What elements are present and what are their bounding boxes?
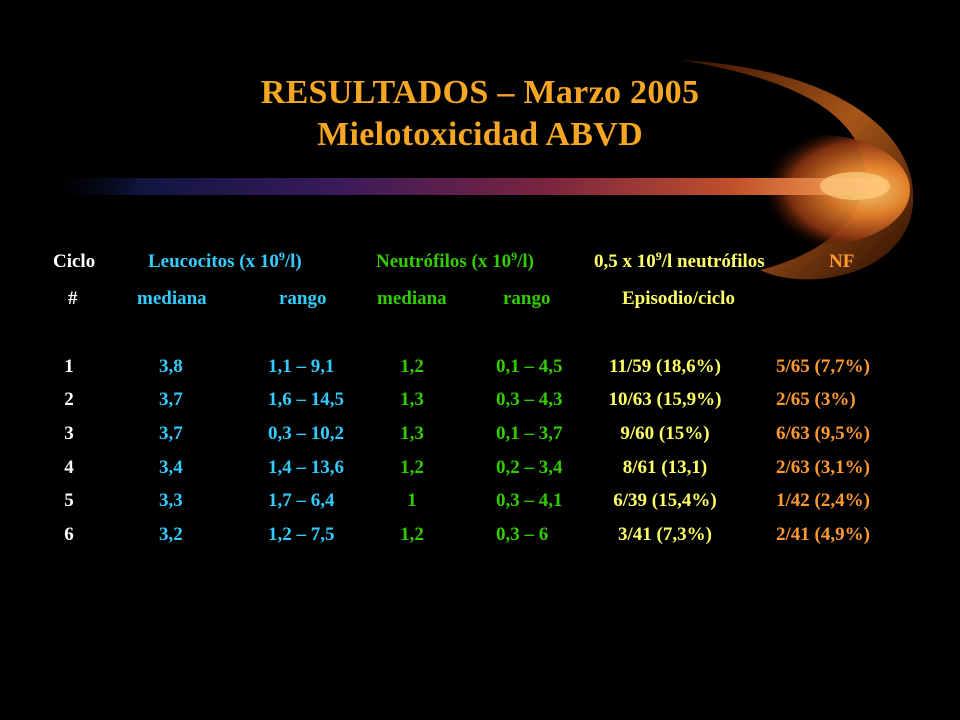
cell-ciclo: 5 xyxy=(64,490,74,511)
cell-neutro-rango: 0,3 – 4,3 xyxy=(496,389,563,410)
cell-episodio: 11/59 (18,6%) xyxy=(609,356,721,377)
cell-neutro-mediana: 1,2 xyxy=(400,524,424,545)
slide-title: RESULTADOS – Marzo 2005 xyxy=(260,74,700,111)
cell-ciclo: 2 xyxy=(64,389,74,410)
cell-neutro-mediana: 1 xyxy=(407,490,417,511)
header-neutrofilos: Neutrófilos (x 109/l) xyxy=(376,249,534,272)
cell-nf: 2/63 (3,1%) xyxy=(776,457,870,478)
cell-episodio: 3/41 (7,3%) xyxy=(618,524,712,545)
header-neutropenia: 0,5 x 109/l neutrófilos xyxy=(594,249,765,272)
cell-neutro-rango: 0,2 – 3,4 xyxy=(496,457,563,478)
cell-episodio: 8/61 (13,1) xyxy=(622,457,708,478)
cell-leuco-mediana: 3,7 xyxy=(159,423,183,444)
cell-neutro-rango: 0,1 – 3,7 xyxy=(496,423,563,444)
subheader-neutro-mediana: mediana xyxy=(377,288,447,309)
cell-leuco-rango: 1,7 – 6,4 xyxy=(268,490,335,511)
subheader-leuco-rango: rango xyxy=(279,288,327,309)
cell-leuco-rango: 1,6 – 14,5 xyxy=(268,389,344,410)
cell-ciclo: 4 xyxy=(64,457,74,478)
cell-episodio: 6/39 (15,4%) xyxy=(613,490,717,511)
cell-neutro-mediana: 1,3 xyxy=(400,423,424,444)
cell-leuco-mediana: 3,4 xyxy=(159,457,183,478)
cell-neutro-mediana: 1,2 xyxy=(400,457,424,478)
cell-nf: 1/42 (2,4%) xyxy=(776,490,870,511)
cell-neutro-rango: 0,3 – 4,1 xyxy=(496,490,563,511)
subheader-leuco-mediana: mediana xyxy=(137,288,207,309)
cell-neutro-rango: 0,3 – 6 xyxy=(496,524,549,545)
subheader-num: # xyxy=(68,288,78,309)
cell-leuco-rango: 0,3 – 10,2 xyxy=(268,423,344,444)
subheader-episodio: Episodio/ciclo xyxy=(622,288,735,309)
cell-nf: 5/65 (7,7%) xyxy=(776,356,870,377)
cell-nf: 6/63 (9,5%) xyxy=(776,423,870,444)
slide-subtitle: Mielotoxicidad ABVD xyxy=(317,116,643,153)
cell-ciclo: 1 xyxy=(64,356,74,377)
header-ciclo: Ciclo xyxy=(53,251,96,272)
cell-leuco-mediana: 3,8 xyxy=(159,356,183,377)
cell-episodio: 10/63 (15,9%) xyxy=(608,389,722,410)
cell-ciclo: 3 xyxy=(64,423,74,444)
cell-leuco-rango: 1,4 – 13,6 xyxy=(268,457,344,478)
cell-neutro-rango: 0,1 – 4,5 xyxy=(496,356,563,377)
cell-leuco-rango: 1,2 – 7,5 xyxy=(268,524,335,545)
header-nf: NF xyxy=(829,251,855,272)
cell-leuco-rango: 1,1 – 9,1 xyxy=(268,356,335,377)
cell-nf: 2/41 (4,9%) xyxy=(776,524,870,545)
cell-ciclo: 6 xyxy=(64,524,74,545)
cell-nf: 2/65 (3%) xyxy=(776,389,856,410)
cell-leuco-mediana: 3,3 xyxy=(159,490,183,511)
cell-episodio: 9/60 (15%) xyxy=(620,423,710,444)
cell-neutro-mediana: 1,3 xyxy=(400,389,424,410)
subheader-neutro-rango: rango xyxy=(503,288,551,309)
cell-leuco-mediana: 3,2 xyxy=(159,524,183,545)
cell-neutro-mediana: 1,2 xyxy=(400,356,424,377)
header-leucocitos: Leucocitos (x 109/l) xyxy=(148,249,302,272)
cell-leuco-mediana: 3,7 xyxy=(159,389,183,410)
